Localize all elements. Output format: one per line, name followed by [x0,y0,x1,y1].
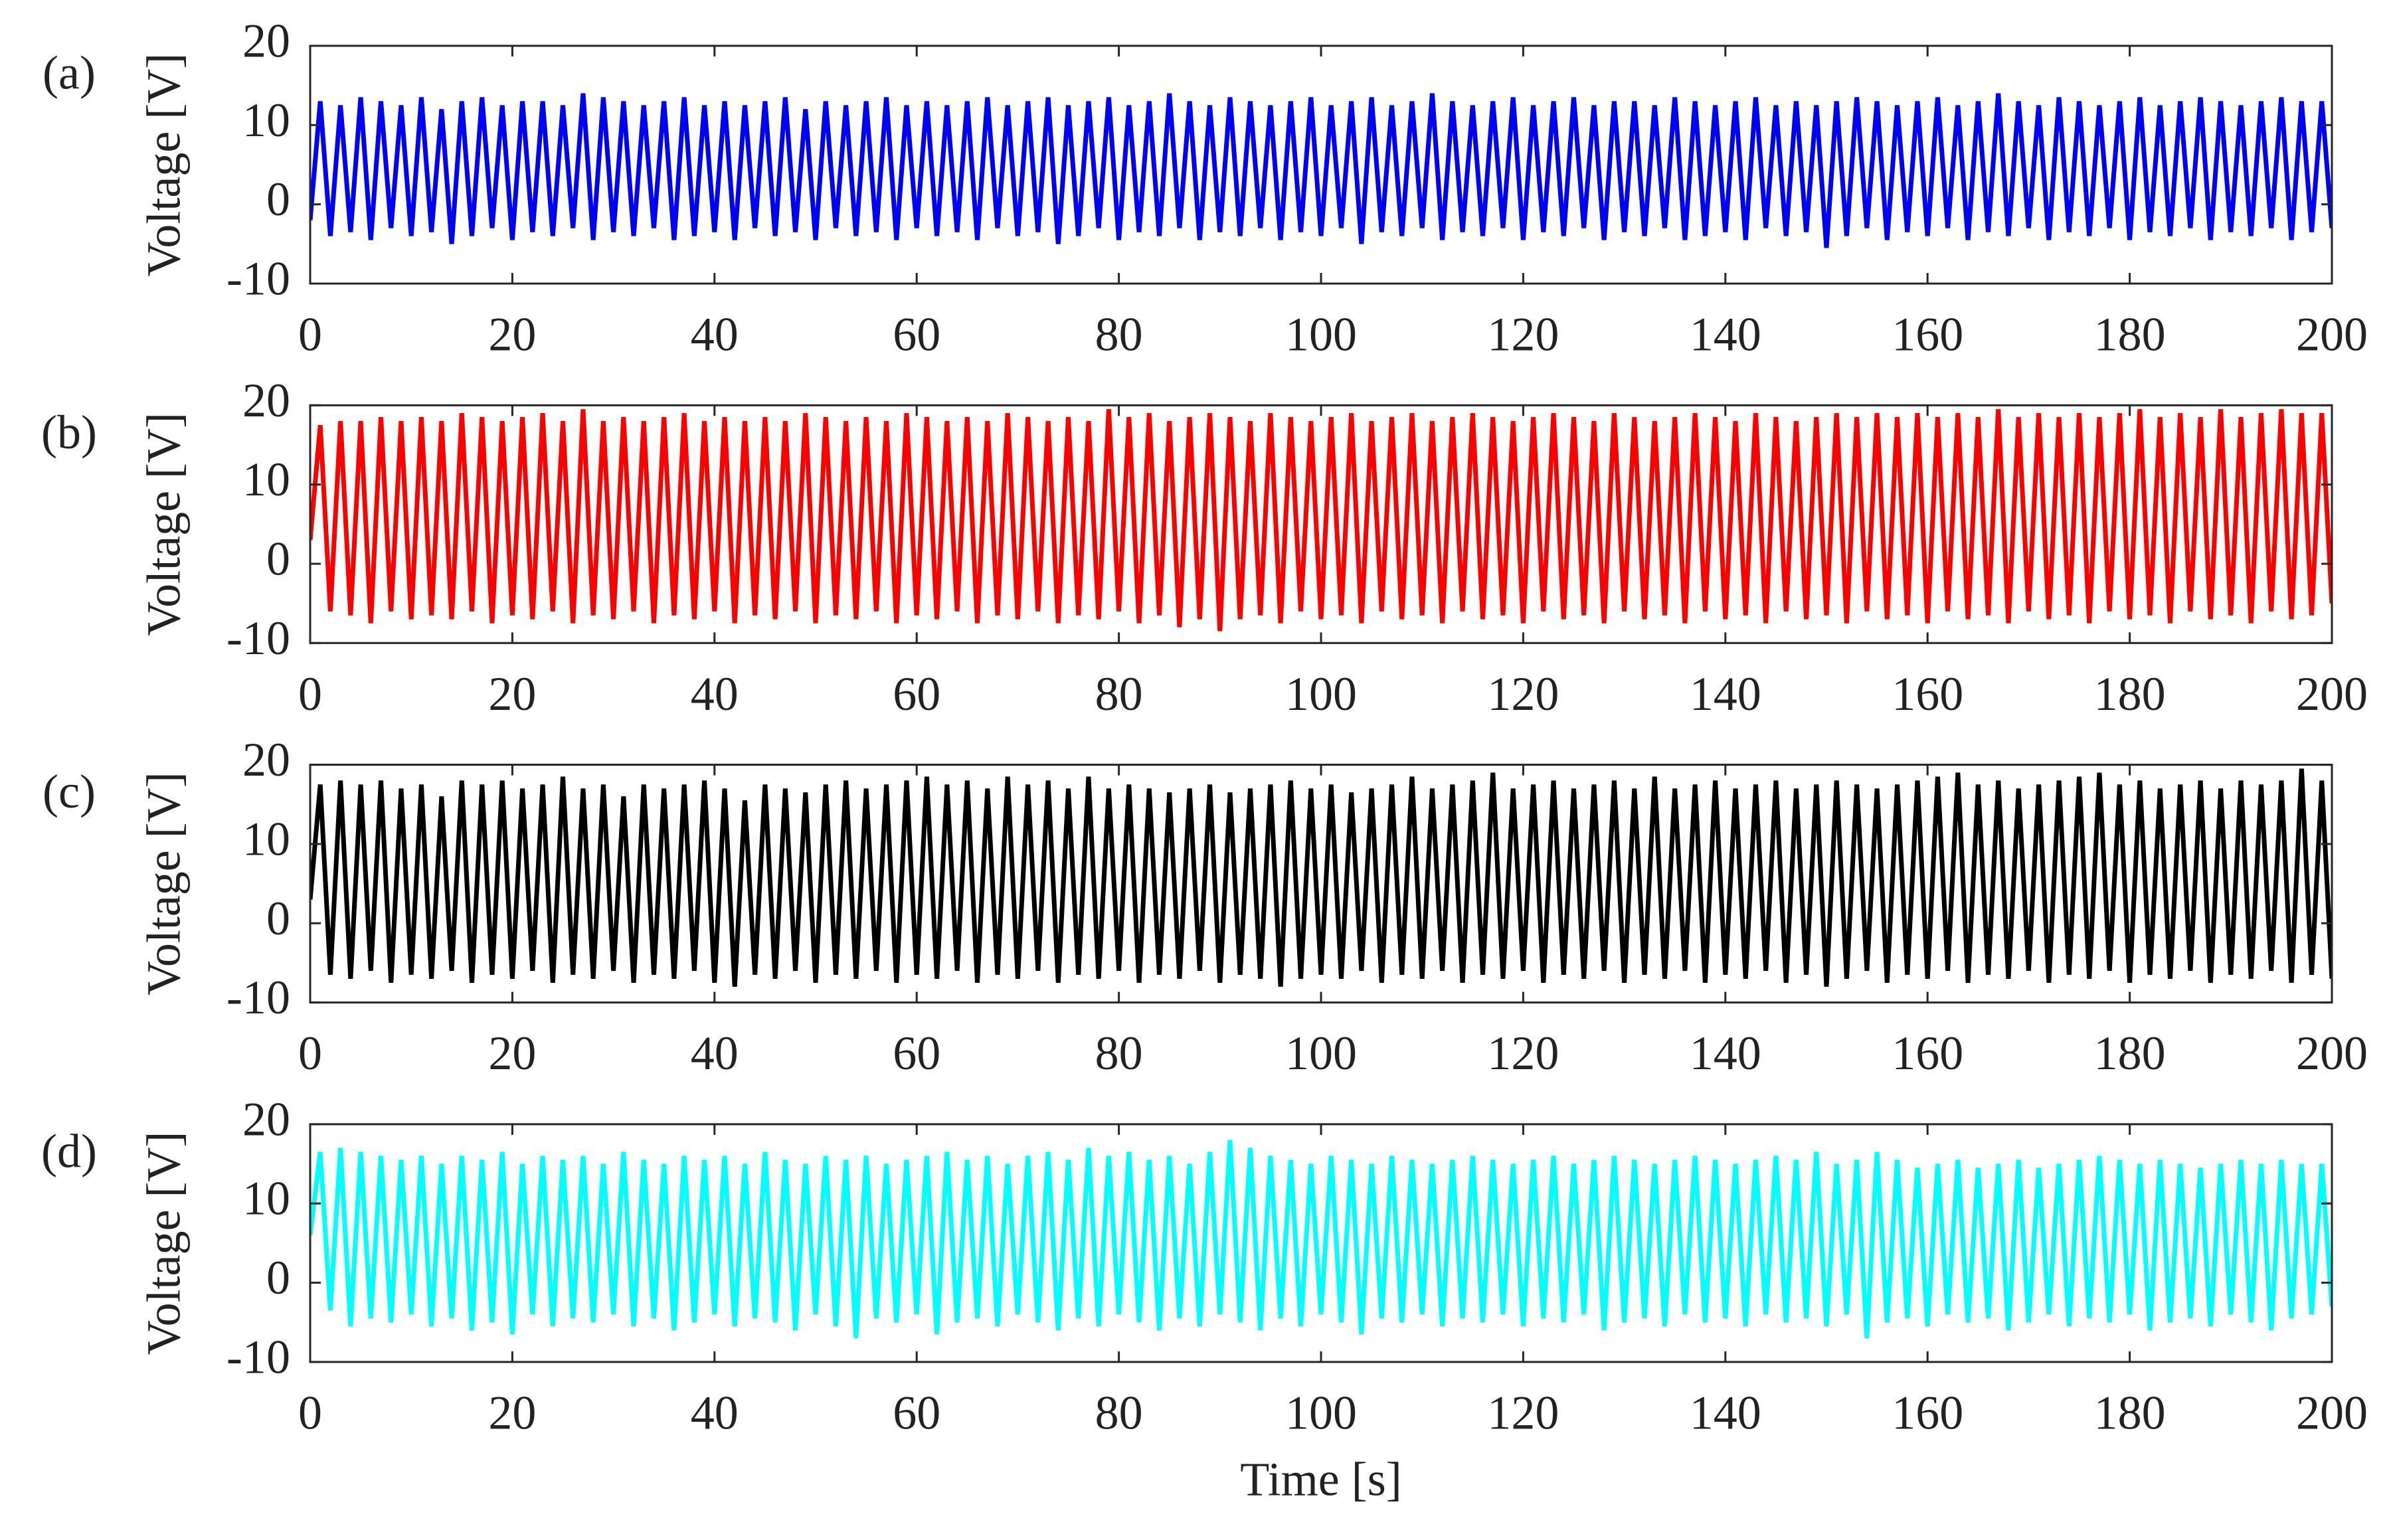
x-tick-label: 20 [488,1386,536,1439]
panel: 0 20 40 60 80 100 120 140 160 180 200-1001020Volta… [41,1092,2368,1505]
y-tick-label: -10 [226,971,290,1024]
signal-line [310,409,2332,632]
x-tick-label: 60 [893,1027,940,1080]
y-axis-label: Voltage [V] [137,1132,191,1355]
x-tick-label: 120 [1487,1027,1559,1080]
y-tick-label: 0 [266,1251,290,1304]
plot-area [310,93,2332,248]
x-tick-label: 40 [691,1386,739,1439]
y-tick-label: 0 [266,532,290,585]
y-axis-label: Voltage [V] [137,772,191,995]
panel: 0 20 40 60 80 100 120 140 160 180 200-1001020Volta… [43,15,2368,361]
y-tick-label: 20 [242,374,290,427]
x-tick-label: 180 [2094,667,2166,721]
x-tick-label: 80 [1095,1027,1143,1080]
y-tick-label: -10 [226,612,290,665]
x-tick-label: 40 [691,308,739,361]
signal-line [310,768,2332,987]
x-tick-label: 80 [1095,667,1143,721]
x-tick-label: 120 [1487,1386,1559,1439]
y-tick-label: 10 [242,453,290,506]
x-tick-label: 100 [1285,1027,1357,1080]
x-tick-label: 20 [488,667,536,721]
y-tick-label: -10 [226,1330,290,1383]
x-tick-label: 200 [2296,1027,2368,1080]
y-tick-label: 0 [266,892,290,945]
y-axis-label: Voltage [V] [137,53,191,277]
x-tick-label: 80 [1095,308,1143,361]
axes-box [309,1123,2333,1363]
x-tick-label: 180 [2094,1027,2166,1080]
panel-label: (b) [41,406,97,459]
y-tick-label: 10 [242,812,290,865]
x-tick-label: 200 [2296,308,2368,361]
y-tick-label: 20 [242,1092,290,1146]
x-tick-label: 0 [298,1386,322,1439]
panel-label: (a) [43,46,96,100]
x-tick-label: 200 [2296,1386,2368,1439]
x-tick-label: 120 [1487,308,1559,361]
x-tick-label: 180 [2094,1386,2166,1439]
x-tick-label: 160 [1892,1027,1963,1080]
x-tick-label: 80 [1095,1386,1143,1439]
panel: 0 20 40 60 80 100 120 140 160 180 200-1001020Volta… [41,374,2368,721]
x-tick-label: 120 [1487,667,1559,721]
x-tick-label: 160 [1892,1386,1963,1439]
y-tick-label: -10 [226,252,290,305]
x-tick-label: 100 [1285,667,1357,721]
y-tick-label: 20 [242,733,290,786]
x-tick-label: 20 [488,308,536,361]
y-tick-label: 0 [266,173,290,226]
x-axis-label: Time [s] [1240,1452,1401,1505]
x-tick-label: 160 [1892,308,1963,361]
x-tick-label: 140 [1690,1027,1761,1080]
y-tick-label: 20 [242,15,290,68]
y-tick-label: 10 [242,1172,290,1225]
plot-area [310,409,2332,632]
panel: 0 20 40 60 80 100 120 140 160 180 200-1001020Volta… [43,733,2368,1080]
signal-line [310,1140,2332,1339]
x-tick-label: 20 [488,1027,536,1080]
x-tick-label: 100 [1285,1386,1357,1439]
x-tick-label: 160 [1892,667,1963,721]
x-tick-label: 140 [1690,667,1761,721]
axes-box [309,44,2333,285]
x-tick-label: 40 [691,1027,739,1080]
x-tick-label: 100 [1285,308,1357,361]
x-tick-label: 0 [298,1027,322,1080]
x-tick-label: 40 [691,667,739,721]
x-tick-label: 140 [1690,1386,1761,1439]
y-tick-label: 10 [242,94,290,147]
y-axis-label: Voltage [V] [137,412,191,636]
panel-label: (d) [41,1124,97,1177]
x-tick-label: 140 [1690,308,1761,361]
signal-line [310,93,2332,248]
x-tick-label: 60 [893,667,940,721]
x-tick-label: 0 [298,667,322,721]
x-tick-label: 60 [893,308,940,361]
x-tick-label: 200 [2296,667,2368,721]
x-tick-label: 60 [893,1386,940,1439]
x-tick-label: 180 [2094,308,2166,361]
x-tick-label: 0 [298,308,322,361]
plot-area [310,768,2332,987]
panel-label: (c) [43,765,96,818]
plot-area [310,1140,2332,1339]
